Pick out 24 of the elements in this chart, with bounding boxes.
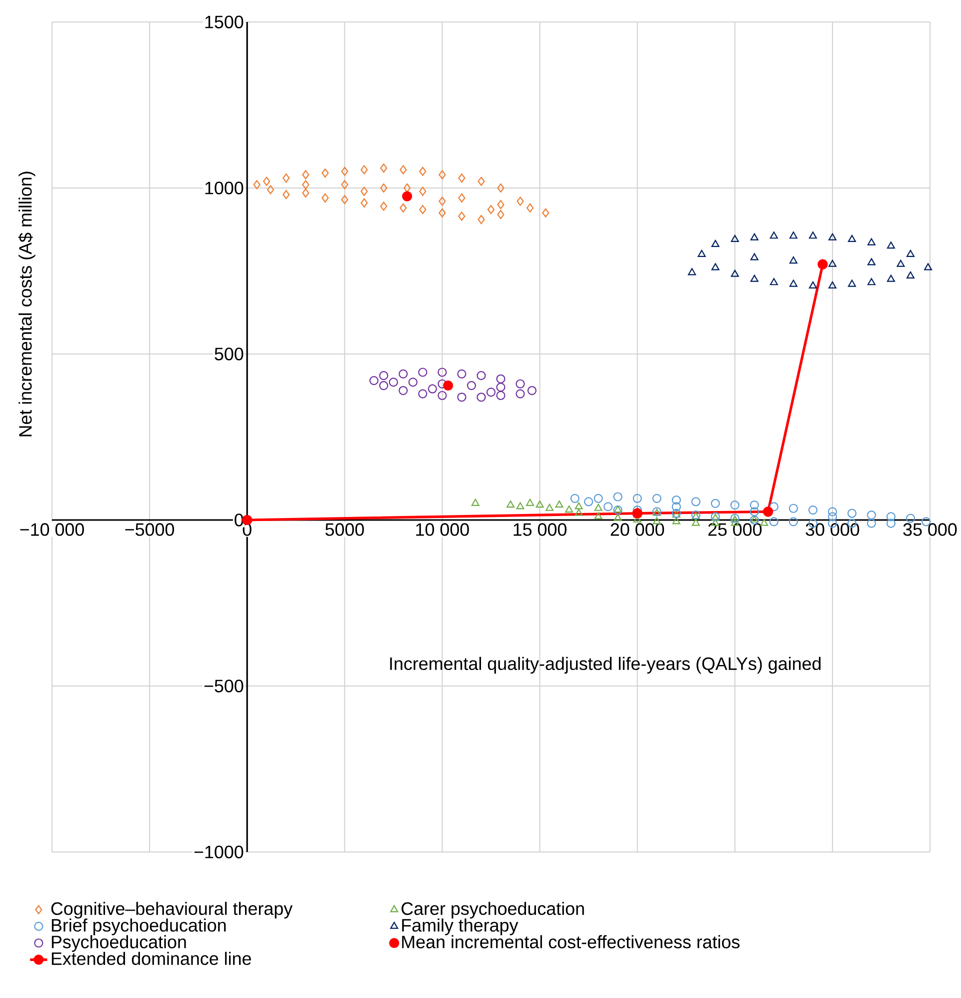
x-tick-label: 10 000 [416, 523, 469, 536]
x-tick-label: 25 000 [708, 523, 762, 536]
x-axis-title: Incremental quality-adjusted life-years (QALYs) gained [390, 656, 821, 674]
legend-label: Mean incremental cost-effectiveness ratios [402, 935, 740, 948]
legend-label: Psychoeducation [52, 935, 186, 952]
legend-label: Cognitive–behavioural therapy [51, 902, 293, 919]
y-tick-label: −500 [204, 680, 244, 692]
x-tick-label: −5000 [125, 523, 174, 536]
legend-label: Brief psychoeducation [52, 918, 226, 936]
legend-label: Carer psychoeducation [402, 902, 584, 919]
y-tick-label: 1500 [205, 16, 244, 28]
x-tick-label: −10 000 [20, 523, 84, 536]
x-tick-label: 20 000 [610, 523, 664, 536]
y-axis-title: Net incremental costs (A$ million) [18, 172, 36, 436]
y-tick-label: 0 [234, 514, 244, 526]
y-tick-label: 1000 [205, 182, 244, 194]
y-tick-label: 500 [214, 348, 244, 360]
x-tick-label: 15 000 [514, 523, 566, 536]
x-tick-label: 30 000 [806, 523, 860, 536]
y-tick-label: −1000 [194, 846, 244, 858]
x-tick-label: 5000 [325, 523, 364, 536]
x-tick-label: 35 000 [903, 523, 957, 536]
legend-label: Family therapy [402, 918, 518, 936]
legend-label: Extended dominance line [52, 952, 251, 965]
